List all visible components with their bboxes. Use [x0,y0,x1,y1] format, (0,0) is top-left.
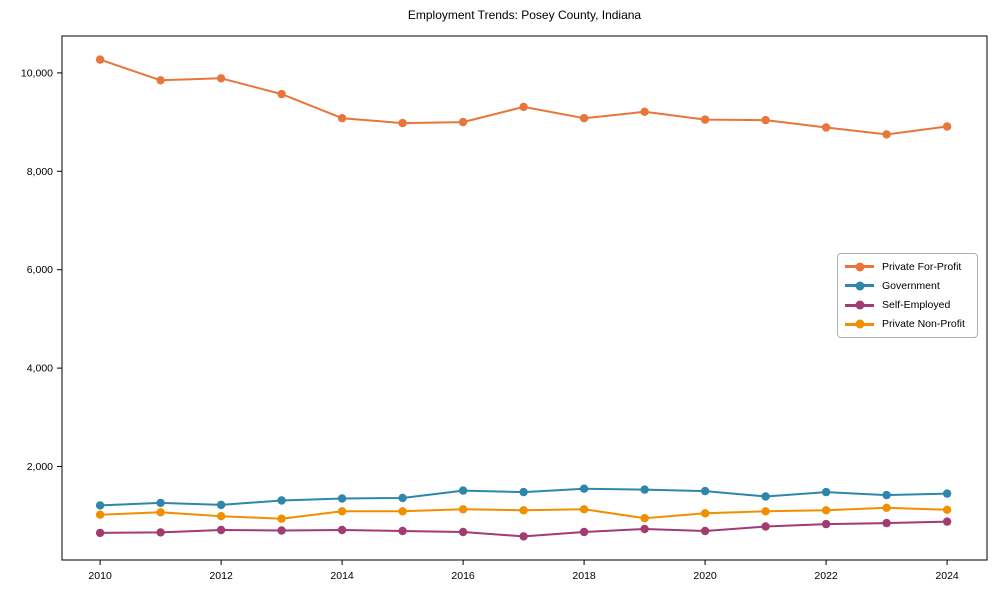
data-point [398,493,407,503]
data-point [337,507,347,516]
series-line-0 [99,58,949,136]
data-point [640,485,649,494]
data-point [458,486,468,495]
legend-label: Private For-Profit [882,260,962,273]
data-point [640,514,649,523]
data-point [821,123,831,132]
data-point [458,505,468,514]
data-point [761,492,770,501]
x-tick-label: 2016 [451,570,475,582]
data-point [277,89,286,99]
data-point [942,517,952,526]
data-point [761,522,770,531]
y-tick-label: 10,000 [21,67,53,79]
legend-label: Government [882,279,940,292]
data-point [277,496,286,505]
data-point [821,506,831,515]
data-point [337,494,347,503]
data-point [216,500,226,510]
data-point [398,526,407,536]
data-point [761,507,770,516]
data-point [95,55,105,64]
data-point [398,118,407,128]
data-point [700,115,710,124]
data-point [942,489,952,498]
data-point [519,506,528,515]
data-point [95,528,105,538]
legend-label: Self-Employed [882,299,951,312]
data-point [882,503,891,512]
legend-item-private-for-profit: Private For-Profit [845,257,970,276]
data-point [579,505,589,514]
data-point [277,514,286,523]
data-point [95,501,105,510]
data-point [337,114,347,123]
data-point [519,487,528,497]
data-point [821,487,831,497]
chart-title: Employment Trends: Posey County, Indiana [407,8,642,22]
data-point [579,484,589,493]
data-point [640,524,649,534]
y-tick-label: 2,000 [27,461,53,473]
data-point [458,117,468,127]
x-tick-label: 2024 [935,570,959,582]
legend: Private For-Profit Government Self-Emplo… [837,253,978,338]
data-point [942,122,952,131]
data-point [700,486,710,496]
data-point [216,512,226,521]
x-tick-label: 2022 [814,570,838,582]
data-point [95,510,105,519]
legend-item-private-non-profit: Private Non-Profit [845,315,970,334]
x-tick-label: 2018 [572,570,596,582]
data-point [337,525,347,535]
data-point [579,114,589,123]
data-point [156,498,165,508]
x-tick-label: 2014 [330,570,354,582]
x-tick-label: 2020 [693,570,717,582]
data-point [821,519,831,529]
x-tick-label: 2012 [209,570,233,582]
legend-item-government: Government [845,276,970,295]
legend-label: Private Non-Profit [882,318,965,331]
data-point [216,74,226,83]
y-tick-label: 8,000 [27,166,53,178]
data-point [519,102,528,112]
line-marker-icon [845,300,874,310]
data-point [942,505,952,514]
data-point [277,526,286,535]
data-point [156,528,165,537]
data-point [216,525,226,535]
data-point [700,509,710,518]
data-point [882,130,891,139]
data-point [882,490,891,500]
x-tick-label: 2010 [88,570,112,582]
y-tick-label: 4,000 [27,363,53,375]
plot-frame [61,35,988,561]
line-marker-icon [845,319,874,329]
data-point [156,508,165,517]
data-point [640,107,649,117]
data-point [882,518,891,528]
data-point [519,532,528,541]
line-marker-icon [845,281,874,291]
data-point [579,527,589,537]
legend-item-self-employed: Self-Employed [845,296,970,315]
data-point [156,76,165,85]
line-marker-icon [845,262,874,272]
data-point [398,507,407,516]
data-point [458,527,468,537]
data-point [761,115,770,125]
data-point [700,526,710,536]
y-tick-label: 6,000 [27,264,53,276]
